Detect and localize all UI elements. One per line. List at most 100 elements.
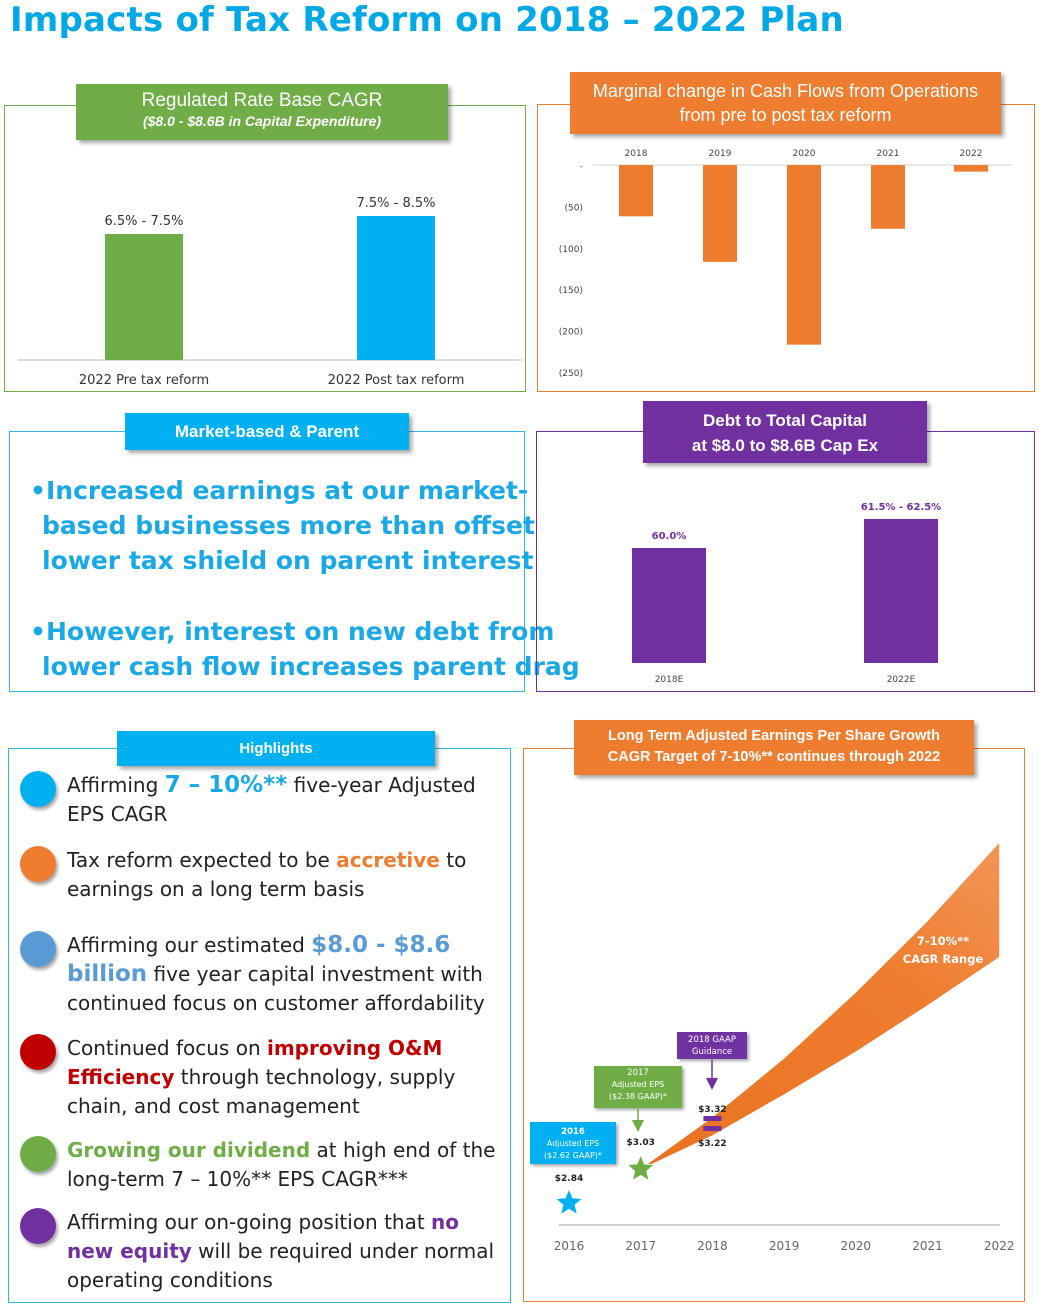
- bullet-2-line-2: lower cash flow increases parent drag: [42, 652, 580, 681]
- cash-flow-bar-2018: [619, 165, 653, 217]
- highlight-text-run: five-year Adjusted EPS CAGR: [67, 773, 476, 826]
- cash-flow-category-2022: 2022: [960, 149, 983, 159]
- eps-banner-line2: CAGR Target of 7-10%** continues through…: [607, 749, 941, 765]
- callout-2016-box: [530, 1122, 616, 1164]
- eps-xtick-2021: 2021: [912, 1239, 943, 1253]
- highlight-text-run: through technology, supply chain, and co…: [67, 1065, 456, 1118]
- highlight-bullet-dot: [20, 846, 56, 882]
- callout-2018-line1: 2018 GAAP: [688, 1035, 736, 1045]
- debt-banner-line1: Debt to Total Capital: [702, 411, 867, 430]
- cash-flow-category-2021: 2021: [877, 149, 900, 159]
- highlight-text-run: to earnings on a long term basis: [67, 848, 467, 901]
- highlight-bullet-dot: [20, 1034, 56, 1070]
- cash-flow-ytick-1: (50): [565, 203, 583, 213]
- cash-flows-banner: Marginal change in Cash Flows from Opera…: [570, 72, 1001, 134]
- cash-flow-ytick-0: -: [580, 162, 583, 172]
- bullet-2-line-1: •However, interest on new debt from: [30, 617, 555, 646]
- cash-flow-bar-2022: [954, 165, 988, 172]
- debt-bar-2022E: [864, 519, 938, 663]
- cash-flow-ytick-4: (200): [559, 328, 583, 338]
- highlight-text: Growing our dividend at high end of the …: [67, 1136, 507, 1194]
- cash-flow-bar-2021: [871, 165, 905, 229]
- highlight-text-run: Affirming our on-going position that: [67, 1210, 432, 1234]
- callout-2018-line2: Guidance: [692, 1047, 732, 1057]
- highlight-text: Tax reform expected to be accretive to e…: [67, 846, 507, 904]
- rate-base-bar-1: [105, 234, 183, 360]
- eps-banner-line1: Long Term Adjusted Earnings Per Share Gr…: [608, 728, 940, 744]
- rate-base-banner-subtitle: ($8.0 - $8.6B in Capital Expenditure): [142, 113, 382, 129]
- highlight-emphasis: 7 – 10%**: [164, 772, 288, 798]
- cash-flows-chart: 2018 2019 2020 2021 2022 - (50) (100) (150) (200)…: [559, 149, 1013, 379]
- cash-flow-ytick-2: (100): [559, 245, 583, 255]
- highlight-emphasis: accretive: [336, 848, 440, 872]
- debt-bar-2018E: [632, 548, 706, 663]
- page-title: Impacts of Tax Reform on 2018 – 2022 Pla…: [10, 0, 844, 40]
- bullet-1-line-3: lower tax shield on parent interest: [42, 546, 534, 575]
- highlight-text: Affirming our on-going position that no …: [67, 1208, 507, 1295]
- highlight-emphasis: no new equity: [67, 1210, 460, 1263]
- bullet-1-line-1: •Increased earnings at our market-: [30, 476, 529, 505]
- rate-base-bar-2: [357, 216, 435, 360]
- highlight-bullet-dot: [20, 1208, 56, 1244]
- highlight-text-run: Affirming our estimated: [67, 933, 312, 957]
- bullet-1-line-2: based businesses more than offset: [42, 511, 535, 540]
- rate-base-chart: 6.5% - 7.5% 2022 Pre tax reform 7.5% - 8.5…: [18, 196, 522, 388]
- eps-range-label-line2: CAGR Range: [903, 952, 984, 966]
- cash-flow-bar-2020: [787, 165, 821, 345]
- highlight-text-run: five year capital investment with contin…: [67, 962, 485, 1015]
- highlight-emphasis: $8.0 - $8.6 billion: [67, 932, 451, 987]
- highlight-bullet-dot: [20, 771, 56, 807]
- cash-flow-ytick-3: (150): [559, 286, 583, 296]
- cash-flow-category-2018: 2018: [625, 149, 648, 159]
- eps-chart: 2016 2017 2018 2019 2020 2021 2022 7-10%** CAG…: [530, 843, 1015, 1253]
- eps-banner: Long Term Adjusted Earnings Per Share Gr…: [574, 720, 974, 775]
- highlight-bullet-dot: [20, 931, 56, 967]
- rate-base-banner-title: Regulated Rate Base CAGR: [141, 90, 383, 111]
- highlight-text: Affirming 7 – 10%** five-year Adjusted E…: [67, 771, 507, 829]
- debt-category-2022E: 2022E: [887, 675, 916, 685]
- debt-data-label-1: 60.0%: [652, 531, 687, 542]
- eps-guidance-mark-low: [703, 1126, 722, 1131]
- cash-flow-bar-2019: [703, 165, 737, 262]
- callout-2016-line3: ($2.62 GAAP)*: [544, 1151, 602, 1160]
- debt-banner: Debt to Total Capital at $8.0 to $8.6B C…: [643, 401, 927, 463]
- eps-xtick-2019: 2019: [769, 1239, 800, 1253]
- eps-guidance-label-low: $3.22: [698, 1139, 726, 1149]
- eps-range-label-line1: 7-10%**: [917, 934, 969, 948]
- highlight-text-run: at high end of the long-term 7 – 10%** E…: [67, 1138, 496, 1191]
- eps-label-2016: $2.84: [555, 1174, 583, 1184]
- debt-banner-line2: at $8.0 to $8.6B Cap Ex: [691, 436, 879, 455]
- highlight-bullet-dot: [20, 1136, 56, 1172]
- eps-star-2016: [554, 1187, 584, 1216]
- highlight-emphasis: improving O&M Efficiency: [67, 1036, 443, 1089]
- eps-xtick-2018: 2018: [697, 1239, 728, 1253]
- eps-xtick-2016: 2016: [554, 1239, 585, 1253]
- callout-2016-line2: Adjusted EPS: [547, 1139, 600, 1148]
- cash-flow-category-2020: 2020: [793, 149, 816, 159]
- cash-flow-ytick-5: (250): [559, 369, 583, 379]
- eps-guidance-label-high: $3.32: [698, 1105, 726, 1115]
- highlights-banner: Highlights: [117, 731, 435, 766]
- rate-base-category-2: 2022 Post tax reform: [328, 373, 465, 388]
- callout-2017-line1: 2017: [627, 1068, 649, 1078]
- highlight-text-run: will be required under normal operating …: [67, 1239, 495, 1292]
- highlight-emphasis: Growing our dividend: [67, 1138, 311, 1162]
- eps-star-2017: [626, 1154, 656, 1182]
- highlight-text: Continued focus on improving O&M Efficie…: [67, 1034, 507, 1121]
- callout-2017-line2: Adjusted EPS: [612, 1080, 665, 1089]
- highlight-text-run: Affirming: [67, 773, 165, 797]
- eps-cagr-range-area: [569, 843, 1000, 1203]
- debt-category-2018E: 2018E: [655, 675, 684, 685]
- rate-base-banner: Regulated Rate Base CAGR ($8.0 - $8.6B i…: [76, 84, 448, 140]
- market-based-banner: Market-based & Parent: [125, 413, 409, 450]
- debt-chart: 60.0% 2018E 61.5% - 62.5% 2022E: [632, 502, 941, 685]
- callout-2017-line3: ($2.38 GAAP)*: [609, 1092, 667, 1101]
- eps-guidance-mark-high: [703, 1116, 722, 1121]
- callout-2017-box: [594, 1066, 682, 1108]
- cash-flows-banner-line1: Marginal change in Cash Flows from Opera…: [592, 81, 979, 101]
- rate-base-data-label-1: 6.5% - 7.5%: [104, 214, 183, 229]
- eps-xtick-2022: 2022: [984, 1239, 1015, 1253]
- cash-flows-banner-line2: from pre to post tax reform: [679, 105, 892, 125]
- callout-2018: 2018 GAAP Guidance: [677, 1032, 747, 1090]
- cash-flow-category-2019: 2019: [709, 149, 732, 159]
